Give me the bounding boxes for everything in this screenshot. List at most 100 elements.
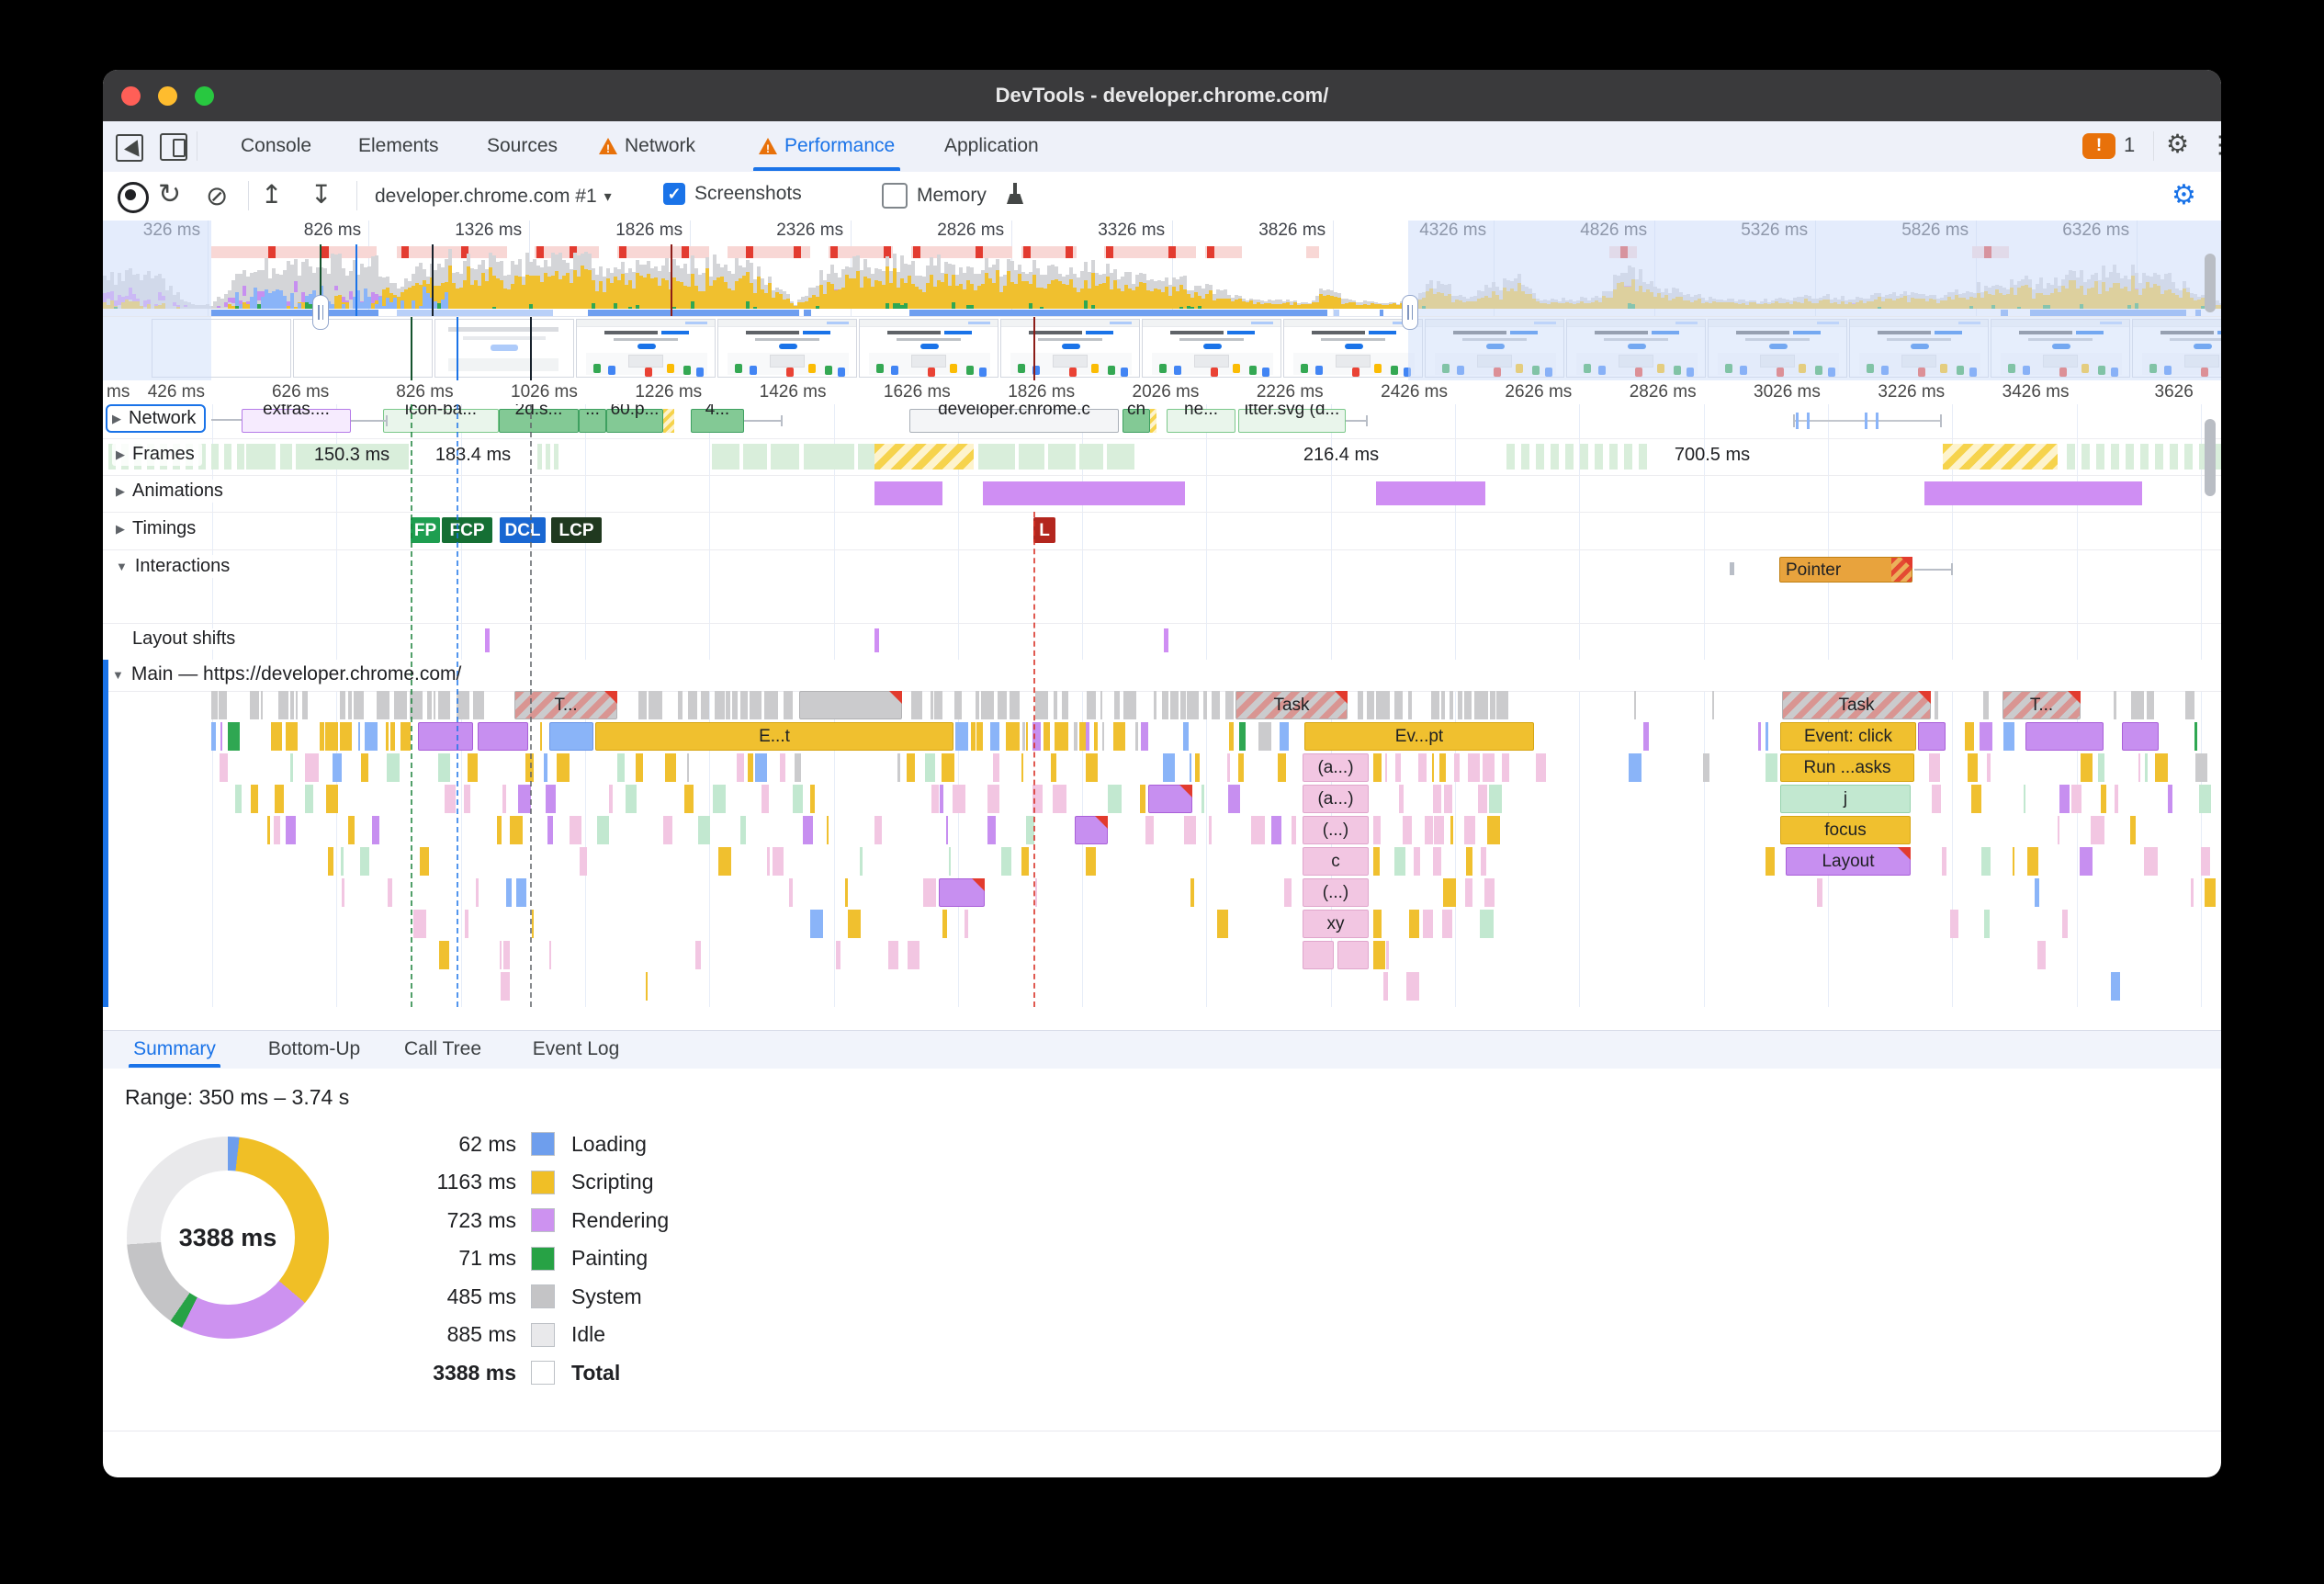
minimize-window-icon[interactable] — [158, 86, 177, 106]
network-request[interactable]: 2d.s... — [499, 404, 579, 433]
track-label-Animations[interactable]: ▶ Animations — [112, 480, 231, 503]
timing-badge-fp[interactable]: FP — [411, 517, 440, 543]
network-request[interactable]: developer.chrome.c — [909, 404, 1119, 433]
layout-shift-tick[interactable] — [1164, 628, 1168, 652]
record-button[interactable] — [118, 182, 149, 213]
frame-bar[interactable] — [743, 444, 767, 470]
screenshot-filmstrip[interactable] — [103, 317, 2221, 381]
inspect-element-icon[interactable] — [116, 134, 146, 162]
network-request[interactable]: itter.svg (d... — [1238, 404, 1346, 433]
lcp-marker[interactable]: L — [1033, 517, 1055, 543]
track-label-layout-shifts[interactable]: Layout shifts — [127, 628, 242, 650]
tab-elements[interactable]: Elements — [358, 121, 439, 171]
issues-icon[interactable]: ! — [2082, 133, 2115, 159]
flame-event[interactable]: j — [1780, 785, 1911, 813]
flame-event[interactable]: (...) — [1303, 816, 1369, 844]
frame-bar[interactable] — [712, 444, 739, 470]
flame-event[interactable] — [939, 878, 985, 907]
bottom-tab-event-log[interactable]: Event Log — [532, 1038, 620, 1059]
flame-event[interactable] — [1148, 785, 1192, 813]
settings-gear-icon[interactable]: ⚙ — [2166, 130, 2190, 158]
frame-partial-bar[interactable] — [1943, 444, 2058, 470]
flame-event[interactable]: focus — [1780, 816, 1911, 844]
device-toolbar-icon[interactable] — [160, 133, 187, 161]
network-request[interactable]: ne... — [1167, 404, 1235, 433]
selection-handle-right[interactable] — [1402, 295, 1418, 330]
filmstrip-screenshot[interactable] — [1142, 319, 1281, 378]
close-window-icon[interactable] — [121, 86, 141, 106]
flame-event[interactable] — [549, 722, 593, 751]
flame-event[interactable]: (a...) — [1303, 785, 1369, 813]
frame-bar[interactable] — [978, 444, 1015, 470]
tab-application[interactable]: Application — [944, 121, 1039, 171]
network-request[interactable]: 60.p... — [606, 404, 663, 433]
screenshots-checkbox[interactable]: ✓ Screenshots — [663, 183, 802, 205]
flame-event[interactable] — [1918, 722, 1946, 751]
timing-badge-lcp[interactable]: LCP — [551, 517, 602, 543]
flame-event[interactable]: Task — [1235, 691, 1348, 719]
frame-bar[interactable] — [246, 444, 276, 470]
timing-badge-fcp[interactable]: FCP — [442, 517, 492, 543]
flame-event[interactable] — [478, 722, 528, 751]
tab-sources[interactable]: Sources — [487, 121, 558, 171]
filmstrip-screenshot[interactable] — [576, 319, 716, 378]
flame-event[interactable] — [1337, 941, 1369, 969]
track-label-Timings[interactable]: ▶ Timings — [112, 517, 204, 540]
tab-console[interactable]: Console — [241, 121, 311, 171]
frame-bar[interactable] — [296, 444, 409, 470]
main-track-header[interactable]: ▼ Main — https://developer.chrome.com/ — [112, 663, 461, 685]
frame-bar[interactable] — [1107, 444, 1134, 470]
filmstrip-screenshot[interactable] — [434, 319, 574, 378]
maximize-window-icon[interactable] — [195, 86, 214, 106]
flame-event[interactable]: (a...) — [1303, 753, 1369, 782]
animation-bar[interactable] — [874, 481, 942, 505]
scrollbar-thumb[interactable] — [2205, 254, 2216, 312]
save-profile-icon[interactable]: ↧ — [310, 180, 333, 209]
garbage-collect-icon[interactable] — [1003, 183, 1027, 207]
bottom-tab-bottom-up[interactable]: Bottom-Up — [267, 1038, 361, 1059]
tab-network[interactable]: ! Network — [599, 121, 695, 171]
track-label-Frames[interactable]: ▶ Frames — [112, 443, 202, 466]
flame-event[interactable] — [1075, 816, 1108, 844]
filmstrip-screenshot[interactable] — [1000, 319, 1140, 378]
flame-event[interactable]: T... — [2002, 691, 2081, 719]
frame-bar[interactable] — [858, 444, 874, 470]
timing-badge-dcl[interactable]: DCL — [500, 517, 546, 543]
flame-event[interactable]: E...t — [595, 722, 953, 751]
layout-shift-tick[interactable] — [485, 628, 490, 652]
flame-event[interactable] — [799, 691, 902, 719]
interaction-pointer[interactable]: Pointer — [1779, 557, 1912, 583]
load-profile-icon[interactable]: ↥ — [261, 180, 283, 209]
reload-and-record-button[interactable]: ↻ — [158, 179, 182, 209]
filmstrip-screenshot[interactable] — [859, 319, 998, 378]
frame-bar[interactable] — [1019, 444, 1044, 470]
flame-event[interactable] — [2025, 722, 2104, 751]
network-request[interactable]: extras.... — [242, 404, 351, 433]
network-request[interactable]: ch — [1123, 404, 1150, 433]
layout-shift-tick[interactable] — [874, 628, 879, 652]
frame-bar[interactable] — [771, 444, 799, 470]
history-dropdown[interactable]: developer.chrome.com #1 ▾ — [375, 181, 612, 212]
flame-event[interactable]: Run ...asks — [1780, 753, 1914, 782]
bottom-tab-call-tree[interactable]: Call Tree — [403, 1038, 482, 1059]
animation-bar[interactable] — [1924, 481, 2142, 505]
flame-event[interactable] — [2122, 722, 2159, 751]
network-request[interactable]: icon-ba... — [383, 404, 499, 433]
animation-bar[interactable] — [983, 481, 1185, 505]
flame-event[interactable] — [1303, 941, 1334, 969]
flame-event[interactable]: Event: click — [1780, 722, 1916, 751]
flame-event[interactable]: (...) — [1303, 878, 1369, 907]
filmstrip-screenshot[interactable] — [717, 319, 857, 378]
filmstrip-screenshot[interactable] — [1283, 319, 1423, 378]
frame-bar[interactable] — [1048, 444, 1076, 470]
network-request[interactable]: ... — [579, 404, 606, 433]
frame-partial-bar[interactable] — [874, 444, 974, 470]
flame-event[interactable]: Layout — [1786, 847, 1911, 876]
frame-bar[interactable] — [1079, 444, 1103, 470]
track-label-Interactions[interactable]: ▼ Interactions — [112, 555, 238, 578]
kebab-menu-icon[interactable]: ⋮ — [2208, 130, 2221, 158]
flame-event[interactable]: xy — [1303, 910, 1369, 938]
scrollbar-thumb[interactable] — [2205, 419, 2216, 496]
flame-event[interactable]: Task — [1782, 691, 1931, 719]
